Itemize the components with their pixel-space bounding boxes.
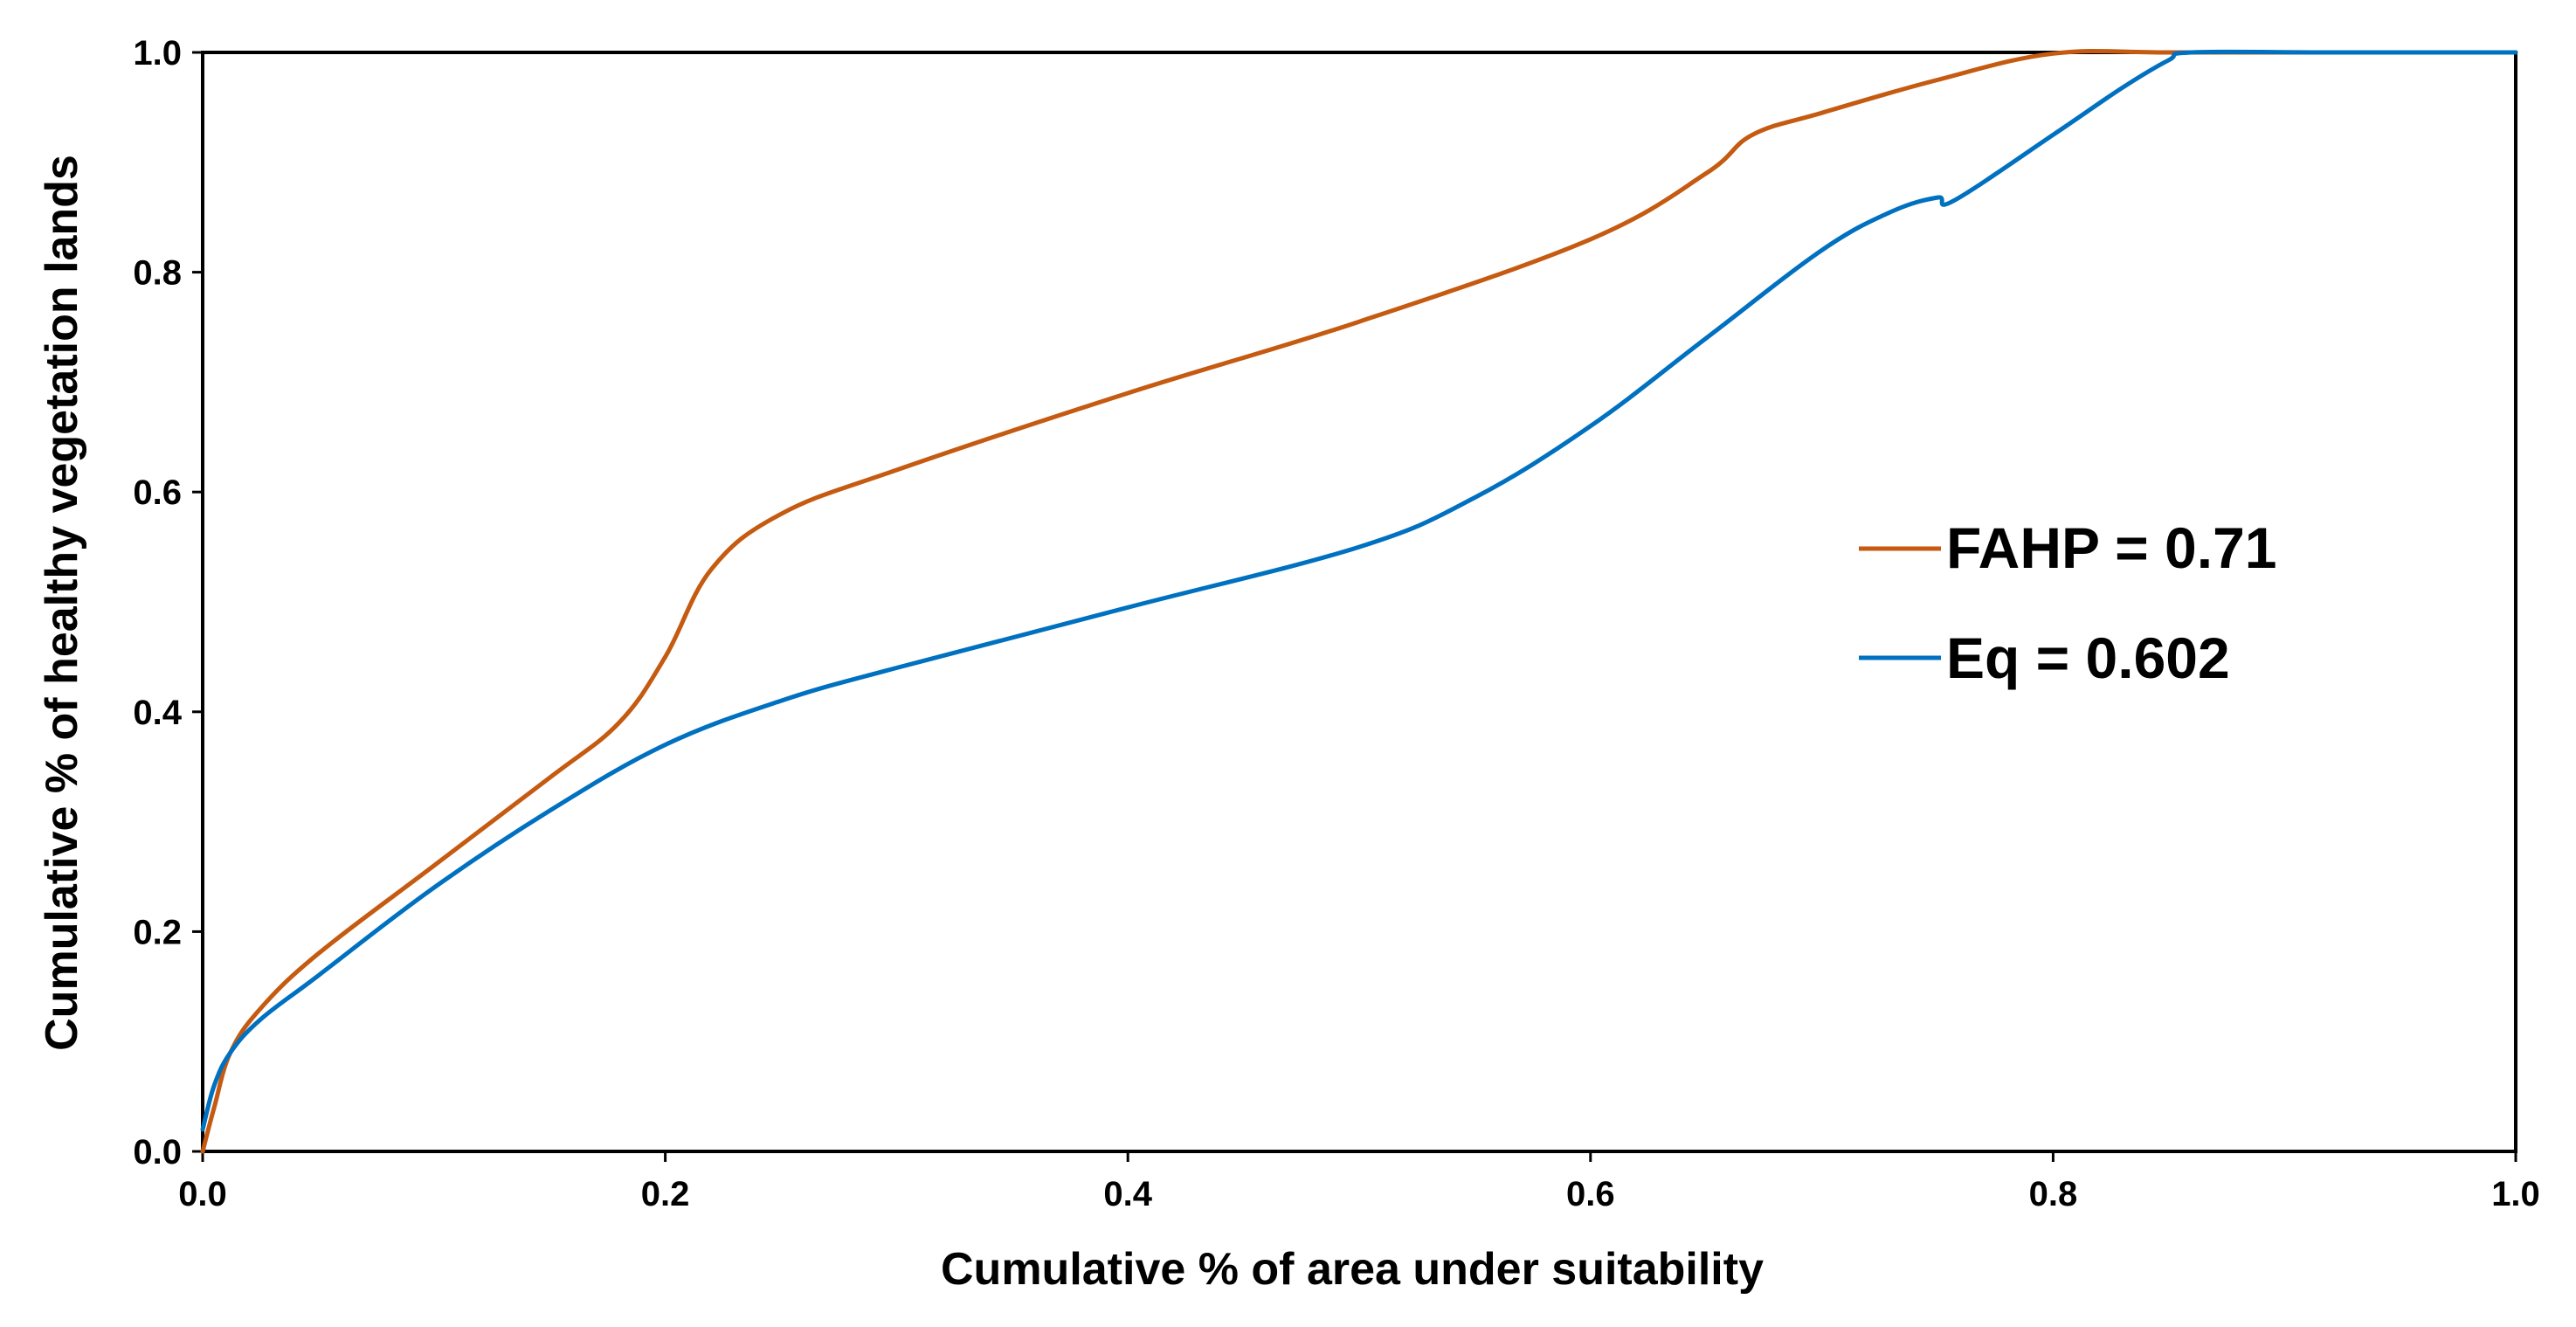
x-tick-label: 1.0 (2491, 1175, 2540, 1213)
series-line-fahp (200, 48, 2518, 1154)
y-tick-label: 0.6 (133, 473, 182, 512)
x-tick-label: 0.0 (178, 1175, 227, 1213)
x-axis-title: Cumulative % of area under suitability (941, 1244, 1764, 1295)
y-tick-label: 0.8 (133, 254, 182, 293)
plot-border (201, 51, 2517, 1153)
x-tick-label: 0.4 (1103, 1175, 1152, 1213)
x-tick-label: 0.6 (1566, 1175, 1615, 1213)
legend-label-eq: Eq = 0.602 (1946, 625, 2230, 690)
y-tick-label: 0.4 (133, 694, 182, 732)
y-axis: 0.0 0.2 0.4 0.6 0.8 1.0 (133, 34, 203, 1171)
series-line-eq (200, 49, 2518, 1132)
y-tick-label: 0.0 (133, 1133, 182, 1171)
y-tick-label: 0.2 (133, 913, 182, 951)
plot-area (201, 51, 2517, 1153)
y-axis-title: Cumulative % of healthy vegetation lands (37, 155, 87, 1051)
x-tick-label: 0.8 (2029, 1175, 2078, 1213)
x-tick-label: 0.2 (641, 1175, 690, 1213)
legend-label-fahp: FAHP = 0.71 (1946, 515, 2277, 580)
y-tick-label: 1.0 (133, 34, 182, 73)
x-axis: 0.0 0.2 0.4 0.6 0.8 1.0 (178, 1151, 2540, 1213)
series-lines (200, 48, 2518, 1154)
legend: FAHP = 0.71 Eq = 0.602 (1859, 515, 2277, 690)
